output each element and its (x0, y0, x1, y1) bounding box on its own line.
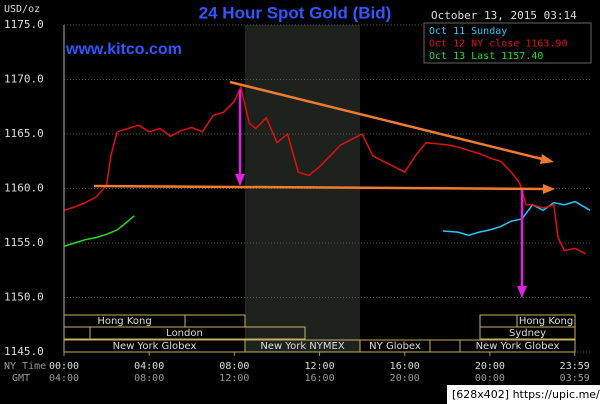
y-tick-label: 1175.0 (4, 18, 44, 31)
series-line (443, 200, 591, 237)
x2-tick-label: 08:00 (134, 373, 164, 384)
arrow-head (235, 174, 245, 186)
session-box (359, 339, 431, 353)
session-label: New York Globex (113, 341, 197, 352)
session-label: Hong Kong (97, 316, 151, 327)
arrow-head (543, 184, 555, 194)
trend-line (229, 80, 547, 162)
y-tick-label: 1155.0 (4, 236, 44, 249)
x2-label: GMT (12, 373, 30, 384)
x-tick-label: 16:00 (390, 361, 420, 372)
x-tick-label: 00:00 (49, 361, 79, 372)
session-label: Sydney (509, 328, 546, 339)
series-line (63, 84, 587, 255)
legend-label: Oct 13 Last 1157.40 (429, 51, 543, 62)
session-label: Hong Kong (519, 316, 573, 327)
chart-title: 24 Hour Spot Gold (Bid) (199, 3, 392, 22)
x-tick-label: 04:00 (134, 361, 164, 372)
session-box (516, 314, 576, 328)
y-unit: USD/oz (4, 4, 40, 15)
timestamp: October 13, 2015 03:14 (431, 9, 577, 22)
lines (63, 84, 591, 255)
x2-tick-label: 16:00 (304, 373, 334, 384)
legend-label: Oct 11 Sunday (429, 26, 507, 37)
y-tick-label: 1145.0 (4, 345, 44, 358)
grid: 1145.0 1150.0 1155.0 1160.0 1165.0 1170.0 1175… (4, 18, 590, 384)
x2-tick-label: 00:00 (475, 373, 505, 384)
x2-tick-label: 12:00 (219, 373, 249, 384)
x-tick-label: 23:59 (560, 361, 590, 372)
x2-tick-label: 04:00 (49, 373, 79, 384)
y-tick-label: 1150.0 (4, 291, 44, 304)
annotations (93, 80, 555, 298)
x-tick-label: 20:00 (475, 361, 505, 372)
legend (423, 22, 592, 64)
footer: [628x402] https://upic.me/ (452, 388, 600, 401)
x2-tick-label: 03:59 (560, 373, 590, 384)
sessions: Hong Kong London New York Globex New York N… (63, 314, 576, 353)
session-label: London (166, 328, 203, 339)
support-line (93, 184, 547, 191)
session-box (459, 339, 576, 353)
legend-entries: Oct 11 Sunday Oct 12 NY close 1163.90Oct … (429, 26, 567, 62)
y-tick-label: 1165.0 (4, 127, 44, 140)
x-tick-label: 08:00 (219, 361, 249, 372)
arrow-head (540, 154, 554, 164)
x-tick-label: 12:00 (304, 361, 334, 372)
x2-tick-label: 20:00 (390, 373, 420, 384)
arrow-head (517, 286, 527, 298)
x-label: NY Time (4, 361, 46, 372)
footer-box (447, 385, 600, 404)
session-label: New York NYMEX (260, 341, 345, 352)
y-tick-label: 1170.0 (4, 73, 44, 86)
session-label: NY Globex (369, 341, 421, 352)
source: www.kitco.com (65, 41, 182, 58)
session-label: New York Globex (476, 341, 560, 352)
legend-label: Oct 12 NY close 1163.90 (429, 39, 567, 50)
series-line (63, 215, 135, 248)
y-tick-label: 1160.0 (4, 182, 44, 195)
